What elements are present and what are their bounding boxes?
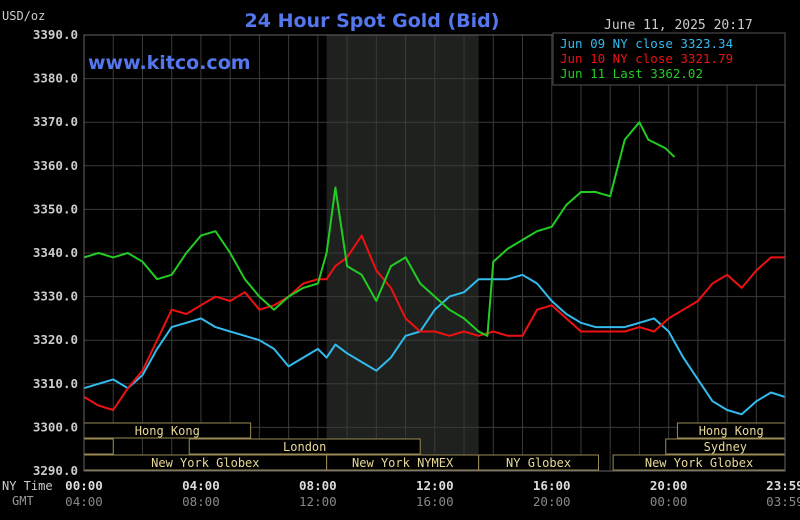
ny-time-tick: 23:59 (766, 478, 800, 493)
timestamp: June 11, 2025 20:17 (604, 18, 753, 33)
y-tick-label: 3350.0 (33, 201, 78, 216)
legend-box (552, 32, 786, 86)
y-tick-label: 3310.0 (33, 376, 78, 391)
y-tick-label: 3390.0 (33, 27, 78, 42)
gmt-time-tick: 20:00 (533, 494, 571, 509)
session-label: New York Globex (645, 456, 753, 470)
price-series (83, 121, 786, 416)
ny-time-tick: 20:00 (650, 478, 688, 493)
session-label: Sydney (704, 440, 747, 454)
chart-title: 24 Hour Spot Gold (Bid) (245, 10, 500, 32)
y-tick-label: 3320.0 (33, 332, 78, 347)
session-label: Hong Kong (699, 424, 764, 438)
gmt-time-tick: 16:00 (416, 494, 454, 509)
y-tick-label: 3330.0 (33, 289, 78, 304)
ny-time-tick: 00:00 (65, 478, 103, 493)
watermark-url: www.kitco.com (88, 52, 251, 74)
series-line-2 (83, 234, 785, 411)
gmt-label: GMT (12, 494, 34, 508)
y-unit-label: USD/oz (2, 9, 45, 23)
gmt-time-tick: 04:00 (65, 494, 103, 509)
y-tick-label: 3290.0 (33, 463, 78, 478)
gmt-time-tick: 03:59 (766, 494, 800, 509)
ny-time-label: NY Time (2, 479, 53, 493)
y-tick-label: 3370.0 (33, 114, 78, 129)
session-label: New York Globex (151, 456, 259, 470)
session-bar (478, 454, 599, 471)
session-bar (83, 438, 114, 455)
plot-border (83, 34, 786, 472)
gmt-time-tick: 08:00 (182, 494, 220, 509)
x-axis-ticks: 00:0004:0004:0008:0008:0012:0012:0016:00… (65, 478, 800, 509)
y-tick-label: 3380.0 (33, 71, 78, 86)
y-tick-label: 3340.0 (33, 245, 78, 260)
legend-entry-jun09: Jun 09 NY close 3323.34 (560, 36, 733, 51)
gmt-time-tick: 00:00 (650, 494, 688, 509)
session-label: New York NYMEX (352, 456, 454, 470)
session-label: Hong Kong (135, 424, 200, 438)
legend: Jun 09 NY close 3323.34 Jun 10 NY close … (552, 32, 786, 86)
session-label: NY Globex (506, 456, 571, 470)
y-axis-ticks: 3390.0 3380.0 3370.0 3360.0 3350.0 3340.0 3330… (33, 27, 78, 478)
ny-time-tick: 04:00 (182, 478, 220, 493)
series-line-3 (83, 121, 676, 337)
ny-time-tick: 16:00 (533, 478, 571, 493)
market-sessions: Hong Kong Hong Kong London Sydney New York G… (83, 422, 786, 471)
gmt-time-tick: 12:00 (299, 494, 337, 509)
series-line-1 (83, 273, 786, 416)
session-label: London (283, 440, 326, 454)
ny-time-tick: 08:00 (299, 478, 337, 493)
y-tick-label: 3360.0 (33, 158, 78, 173)
session-bar (188, 438, 421, 455)
y-tick-label: 3300.0 (33, 419, 78, 434)
ny-time-tick: 12:00 (416, 478, 454, 493)
legend-entry-jun11: Jun 11 Last 3362.02 (560, 66, 703, 81)
legend-entry-jun10: Jun 10 NY close 3321.79 (560, 51, 733, 66)
